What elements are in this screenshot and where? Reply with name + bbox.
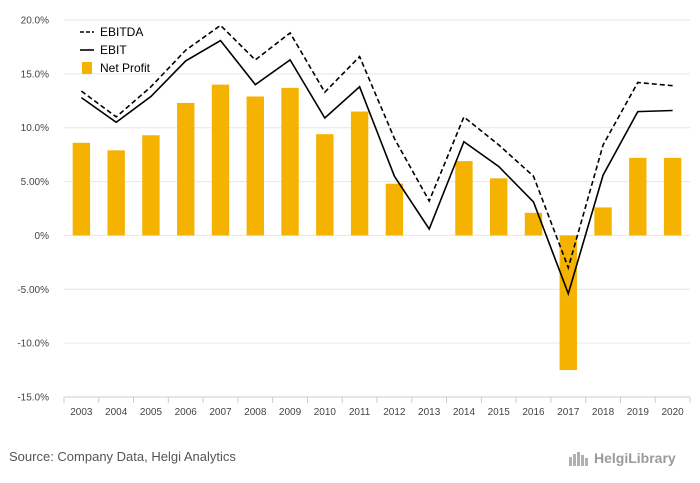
grid bbox=[64, 19, 690, 398]
x-tick-label: 2018 bbox=[592, 407, 615, 418]
x-tick-label: 2011 bbox=[349, 407, 371, 418]
x-tick-label: 2007 bbox=[209, 407, 232, 418]
source-note: Source: Company Data, Helgi Analytics bbox=[9, 449, 236, 464]
net-profit-bar bbox=[107, 150, 125, 236]
legend-ebit-label: EBIT bbox=[100, 43, 127, 57]
x-tick-label: 2005 bbox=[140, 407, 163, 418]
y-tick-label: 10.0% bbox=[21, 123, 49, 134]
x-tick-label: 2008 bbox=[244, 407, 267, 418]
net-profit-bar bbox=[316, 134, 334, 236]
ebitda-line bbox=[80, 24, 673, 271]
legend-net-profit-label: Net Profit bbox=[100, 61, 151, 75]
lines bbox=[80, 24, 673, 297]
x-tick-label: 2004 bbox=[105, 407, 128, 418]
x-tick-label: 2016 bbox=[522, 407, 545, 418]
net-profit-bar bbox=[350, 111, 369, 236]
y-tick-label: -5.00% bbox=[17, 285, 49, 296]
x-tick-label: 2013 bbox=[418, 407, 441, 418]
y-tick-label: 5.00% bbox=[21, 177, 49, 188]
y-axis: 20.0% 15.0% 10.0% 5.00% 0% -5.00% -10.0% -15.0% bbox=[17, 16, 49, 404]
net-profit-bar bbox=[385, 183, 404, 236]
y-tick-label: 15.0% bbox=[21, 69, 49, 80]
y-tick-label: -10.0% bbox=[17, 339, 49, 350]
x-tick-label: 2017 bbox=[557, 407, 580, 418]
net-profit-bar bbox=[455, 161, 473, 236]
x-tick-label: 2006 bbox=[175, 407, 198, 418]
chart: 20.0% 15.0% 10.0% 5.00% 0% -5.00% -10.0% -15.0%… bbox=[17, 16, 691, 418]
net-profit-bar bbox=[281, 87, 299, 236]
x-tick-label: 2015 bbox=[488, 407, 511, 418]
x-tick-label: 2003 bbox=[70, 407, 93, 418]
net-profit-bar bbox=[663, 157, 682, 236]
brand-text: HelgiLibrary bbox=[594, 450, 676, 466]
x-tick-label: 2009 bbox=[279, 407, 302, 418]
net-profit-bar bbox=[524, 212, 543, 236]
x-axis: 2003 2004 2005 2006 2007 2008 2009 2010 2011 2012… bbox=[63, 396, 691, 418]
y-tick-label: 0% bbox=[35, 231, 50, 242]
net-profit-bar bbox=[72, 142, 91, 236]
net-profit-bar bbox=[629, 157, 647, 236]
legend-net-profit-swatch bbox=[82, 62, 92, 74]
x-tick-label: 2012 bbox=[383, 407, 406, 418]
x-tick-label: 2020 bbox=[661, 407, 684, 418]
net-profit-bar bbox=[490, 178, 508, 236]
net-profit-bar bbox=[559, 235, 577, 371]
net-profit-bars bbox=[72, 84, 682, 371]
net-profit-bar bbox=[211, 84, 230, 236]
brand-logo: HelgiLibrary bbox=[568, 449, 676, 467]
net-profit-bar bbox=[142, 135, 160, 236]
x-tick-label: 2010 bbox=[314, 407, 337, 418]
net-profit-bar bbox=[246, 96, 264, 236]
legend: EBITDA EBIT Net Profit bbox=[80, 25, 151, 75]
x-tick-label: 2019 bbox=[627, 407, 650, 418]
legend-ebitda-label: EBITDA bbox=[100, 25, 143, 39]
y-tick-label: -15.0% bbox=[17, 393, 49, 404]
x-tick-label: 2014 bbox=[453, 407, 476, 418]
net-profit-bar bbox=[594, 207, 612, 236]
library-icon bbox=[569, 452, 588, 466]
ebit-line bbox=[80, 39, 673, 297]
net-profit-bar bbox=[177, 102, 195, 236]
y-tick-label: 20.0% bbox=[21, 16, 49, 27]
